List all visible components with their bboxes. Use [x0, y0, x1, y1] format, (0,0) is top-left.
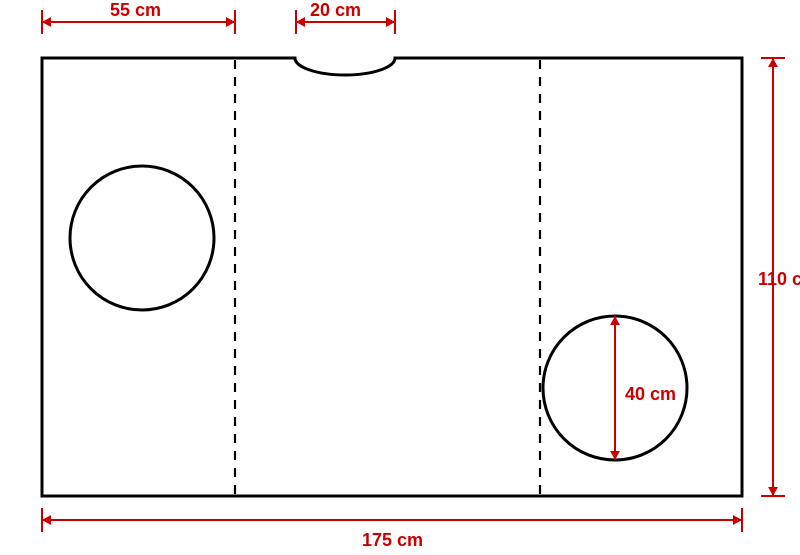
- dimension-label: 40 cm: [625, 384, 676, 404]
- dimension-label: 110 cm: [758, 269, 800, 289]
- dimension-label: 20 cm: [310, 0, 361, 20]
- dimension-label: 55 cm: [110, 0, 161, 20]
- dimension-55cm: 55 cm: [42, 0, 235, 34]
- dimension-175cm: 175 cm: [42, 508, 742, 550]
- technical-diagram: 55 cm 20 cm 110 cm 175 cm 40 cm: [0, 0, 800, 555]
- dimension-20cm: 20 cm: [296, 0, 395, 34]
- dimension-label: 175 cm: [362, 530, 423, 550]
- outline-rect: [42, 58, 742, 496]
- circle-left: [70, 166, 214, 310]
- dimension-110cm: 110 cm: [758, 58, 800, 496]
